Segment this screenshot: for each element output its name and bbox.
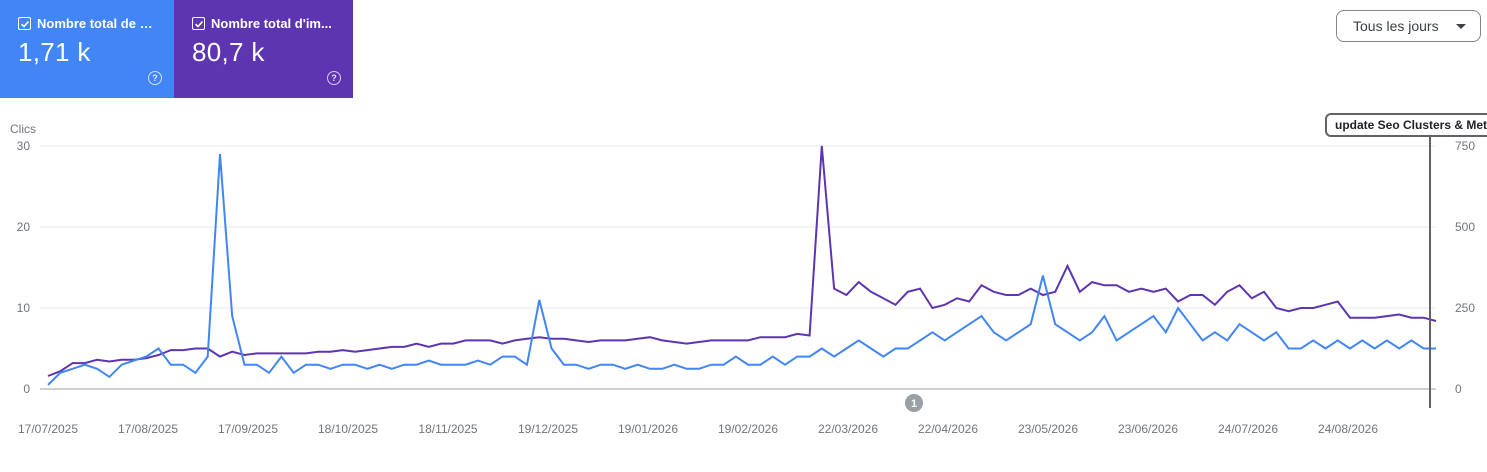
x-tick-label: 18/11/2025	[418, 422, 477, 436]
impressions-metric-card[interactable]: Nombre total d'im... 80,7 k ?	[174, 0, 353, 98]
y-axis-title: Clics	[10, 122, 36, 136]
annotation-marker-label: 1	[911, 398, 917, 410]
date-range-dropdown[interactable]: Tous les jours	[1336, 10, 1481, 42]
x-tick-label: 24/08/2026	[1318, 422, 1378, 436]
help-icon[interactable]: ?	[148, 71, 162, 85]
x-tick-label: 19/02/2026	[718, 422, 778, 436]
checkbox-checked-icon[interactable]	[192, 17, 205, 30]
x-tick-label: 19/12/2025	[518, 422, 578, 436]
clicks-metric-card[interactable]: Nombre total de c... 1,71 k ?	[0, 0, 174, 98]
x-tick-label: 23/06/2026	[1118, 422, 1178, 436]
y-left-tick-label: 0	[23, 382, 30, 396]
clicks-card-value: 1,71 k	[18, 37, 91, 67]
y-left-tick-label: 10	[17, 301, 31, 315]
y-right-tick-label: 500	[1455, 220, 1475, 234]
help-icon[interactable]: ?	[327, 71, 341, 85]
x-tick-label: 18/10/2025	[318, 422, 378, 436]
caret-down-icon	[1456, 23, 1466, 29]
x-tick-label: 23/05/2026	[1018, 422, 1078, 436]
annotation-marker[interactable]	[905, 394, 923, 412]
clicks-series-line	[47, 154, 1436, 386]
x-tick-label: 22/04/2026	[918, 422, 978, 436]
y-right-tick-label: 250	[1455, 301, 1475, 315]
x-tick-label: 17/09/2025	[218, 422, 278, 436]
x-tick-label: 19/01/2026	[618, 422, 678, 436]
annotation-label[interactable]: update Seo Clusters & Meta	[1325, 113, 1487, 137]
x-tick-label: 22/03/2026	[818, 422, 878, 436]
x-tick-label: 17/07/2025	[18, 422, 78, 436]
x-tick-label: 17/08/2025	[118, 422, 178, 436]
y-right-tick-label: 0	[1455, 382, 1462, 396]
y-right-tick-label: 750	[1455, 139, 1475, 153]
impressions-series-line	[47, 145, 1437, 377]
y-left-tick-label: 30	[17, 139, 31, 153]
y-left-tick-label: 20	[17, 220, 31, 234]
date-range-label: Tous les jours	[1353, 18, 1439, 34]
x-tick-label: 24/07/2026	[1218, 422, 1278, 436]
checkbox-checked-icon[interactable]	[18, 17, 31, 30]
impressions-card-value: 80,7 k	[192, 37, 265, 67]
